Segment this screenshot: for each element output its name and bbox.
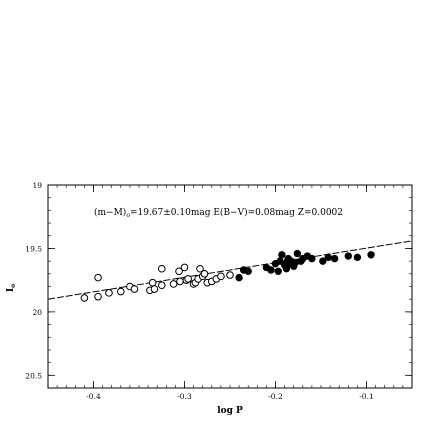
open-data-point xyxy=(175,267,183,276)
filled-data-point xyxy=(286,259,294,268)
y-tick-label: 20.5 xyxy=(25,371,42,380)
axis-ticks xyxy=(47,184,413,389)
filled-data-point xyxy=(319,257,327,265)
x-axis-label: log P xyxy=(217,406,243,416)
y-tick-label: 19.5 xyxy=(25,244,42,253)
axis-tick-labels: -0.4 -0.3 -0.2 -0.1 19 19.5 20 20.5 xyxy=(25,181,373,401)
x-tick-label: -0.3 xyxy=(177,392,192,401)
filled-data-point xyxy=(278,251,286,259)
filled-data-point xyxy=(330,254,339,263)
open-data-point xyxy=(180,263,189,272)
open-data-point xyxy=(176,277,184,286)
open-data-point xyxy=(130,285,139,293)
x-tick-label: -0.1 xyxy=(359,392,373,401)
open-data-point xyxy=(105,289,113,297)
filled-data-point xyxy=(282,265,291,273)
open-data-point xyxy=(169,280,178,288)
open-data-point xyxy=(150,285,159,293)
filled-data-point xyxy=(308,254,316,263)
open-data-point xyxy=(217,272,225,281)
open-data-point xyxy=(157,281,166,290)
open-data-point xyxy=(226,271,234,279)
x-tick-label: -0.4 xyxy=(86,392,101,401)
open-data-point xyxy=(184,275,192,283)
filled-data-point xyxy=(367,251,375,259)
fit-line xyxy=(47,240,413,300)
open-data-point xyxy=(148,278,157,287)
open-data-point xyxy=(200,270,209,278)
open-data-point xyxy=(196,264,204,273)
filled-data-point xyxy=(244,267,252,275)
y-axis-label: Io xyxy=(6,284,17,292)
open-data-point xyxy=(117,287,125,296)
filled-data-point xyxy=(353,253,362,262)
filled-data-point xyxy=(344,252,352,260)
open-data-point xyxy=(94,273,102,282)
annotation-text: (m−M)o=19.67±0.10mag E(B−V)=0.08mag Z=0.… xyxy=(94,207,343,219)
open-data-point xyxy=(80,294,89,302)
filled-data-point xyxy=(324,253,332,262)
filled-data-point xyxy=(274,267,282,275)
open-data-point xyxy=(94,292,102,301)
filled-data-point xyxy=(293,249,302,258)
filled-data-point xyxy=(267,266,275,274)
y-tick-label: 19 xyxy=(32,181,42,190)
open-data-point xyxy=(157,264,166,273)
filled-data-point xyxy=(235,273,243,282)
y-tick-label: 20 xyxy=(32,308,42,317)
data-points xyxy=(80,249,375,302)
x-tick-label: -0.2 xyxy=(268,392,283,401)
